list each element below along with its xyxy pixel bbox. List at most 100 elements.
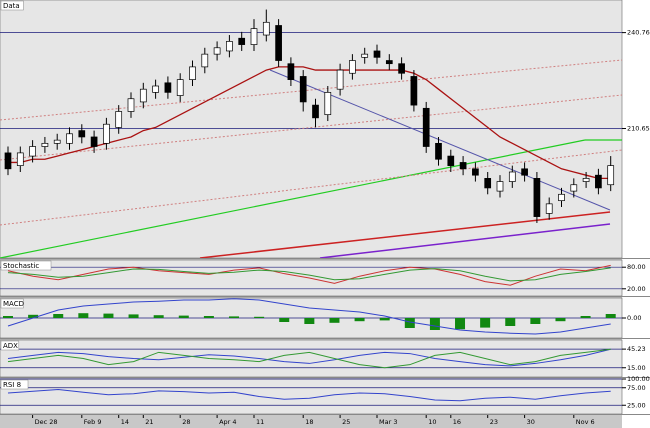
candle-body	[385, 60, 393, 65]
candle-body	[484, 178, 492, 189]
y-tick-label: 240.76	[627, 29, 650, 37]
candle-body	[582, 178, 590, 182]
histogram-bar	[404, 318, 415, 328]
x-tick-label: 30	[527, 418, 535, 426]
candle-body	[472, 168, 479, 176]
indicator-line	[7, 298, 611, 335]
channel-line	[0, 94, 623, 161]
candle-body	[238, 37, 246, 45]
candle-body	[29, 146, 36, 157]
candle-body	[115, 111, 123, 128]
candle-body	[558, 193, 565, 202]
x-tick-label: 11	[256, 418, 264, 426]
x-tick-label: 23	[490, 418, 498, 426]
histogram-bar	[3, 316, 13, 318]
histogram-bar	[254, 316, 265, 318]
candle-body	[607, 165, 615, 186]
x-tick-label: Dec 28	[35, 418, 58, 426]
candle-body	[213, 47, 221, 55]
y-tick-label: 15.00	[627, 364, 646, 372]
candle-body	[41, 142, 49, 147]
x-tick-label: 14	[121, 418, 129, 426]
trend-line	[199, 211, 611, 259]
candle-body	[226, 41, 233, 52]
candle-body	[53, 139, 61, 144]
candle-body	[152, 85, 159, 93]
histogram-bar	[354, 318, 365, 322]
x-tick-label: 21	[145, 418, 153, 426]
candle-body	[103, 123, 110, 144]
indicator-line	[7, 388, 611, 402]
candle-body	[459, 162, 467, 170]
candle-body	[139, 88, 147, 103]
candle-body	[570, 184, 578, 192]
candle-body	[336, 69, 344, 90]
x-tick-label: 10	[428, 418, 436, 426]
candle-body	[349, 60, 356, 74]
x-tick-label: 28	[182, 418, 190, 426]
panel-title: RSI 8	[3, 381, 21, 389]
candle-body	[398, 63, 405, 74]
x-tick-label: Apr 4	[219, 418, 236, 426]
candle-body	[90, 136, 98, 147]
panel-title: Stochastic	[3, 262, 39, 270]
candle-body	[422, 107, 430, 147]
indicator-line	[7, 348, 611, 367]
candle-body	[299, 76, 307, 103]
candle-body	[496, 181, 504, 192]
candle-body	[521, 168, 528, 176]
candle-body	[508, 171, 516, 182]
trend-lines	[0, 59, 623, 259]
candle-body	[127, 98, 135, 112]
candle-body	[275, 25, 282, 61]
histogram-bar	[53, 314, 64, 318]
candle-body	[66, 133, 73, 144]
histogram-bar	[78, 313, 89, 318]
y-tick-label: 25.00	[627, 401, 646, 409]
x-tick-label: 16	[453, 418, 461, 426]
histogram-bar	[178, 315, 189, 318]
candle-body	[4, 152, 12, 170]
y-tick-label: 80.00	[627, 263, 646, 271]
histogram-bar	[229, 316, 240, 318]
x-tick-label: Mar 3	[379, 418, 397, 426]
candle-body	[250, 28, 258, 45]
panel-title-box	[0, 0, 24, 11]
histogram-bar	[379, 318, 390, 321]
y-tick-label: 75.00	[627, 384, 646, 392]
y-tick-label: 210.65	[627, 125, 650, 133]
panel-title: ADX	[3, 342, 18, 350]
indicator-line	[7, 264, 611, 286]
channel-line	[0, 59, 623, 121]
histogram-bar	[505, 318, 516, 326]
y-tick-label: 45.23	[627, 345, 646, 353]
panel	[0, 0, 623, 259]
histogram-bar	[128, 314, 139, 318]
panel	[0, 378, 623, 415]
panel-title-box	[0, 379, 29, 390]
candle-body	[595, 174, 602, 189]
histogram-bar	[329, 318, 340, 323]
histogram-bar	[28, 314, 39, 318]
panel-title-box	[0, 340, 20, 351]
indicator-line	[7, 267, 611, 282]
x-tick-label: Feb 9	[84, 418, 102, 426]
histogram-bar	[203, 316, 214, 318]
histogram-bar	[103, 313, 114, 318]
candle-body	[16, 152, 24, 166]
candle-body	[164, 82, 172, 93]
histogram-bar	[429, 318, 440, 330]
candle-body	[533, 178, 541, 217]
x-tick-label: 25	[342, 418, 350, 426]
candle-body	[447, 155, 455, 166]
candle-body	[189, 66, 196, 80]
y-tick-label: 100.00	[627, 375, 650, 383]
histogram-bar	[153, 315, 164, 318]
histogram-bar	[304, 318, 315, 324]
panel	[0, 339, 623, 378]
candle-body	[287, 63, 295, 80]
candle-body	[373, 50, 381, 58]
candle-body	[410, 76, 418, 106]
channel-line	[0, 149, 623, 226]
